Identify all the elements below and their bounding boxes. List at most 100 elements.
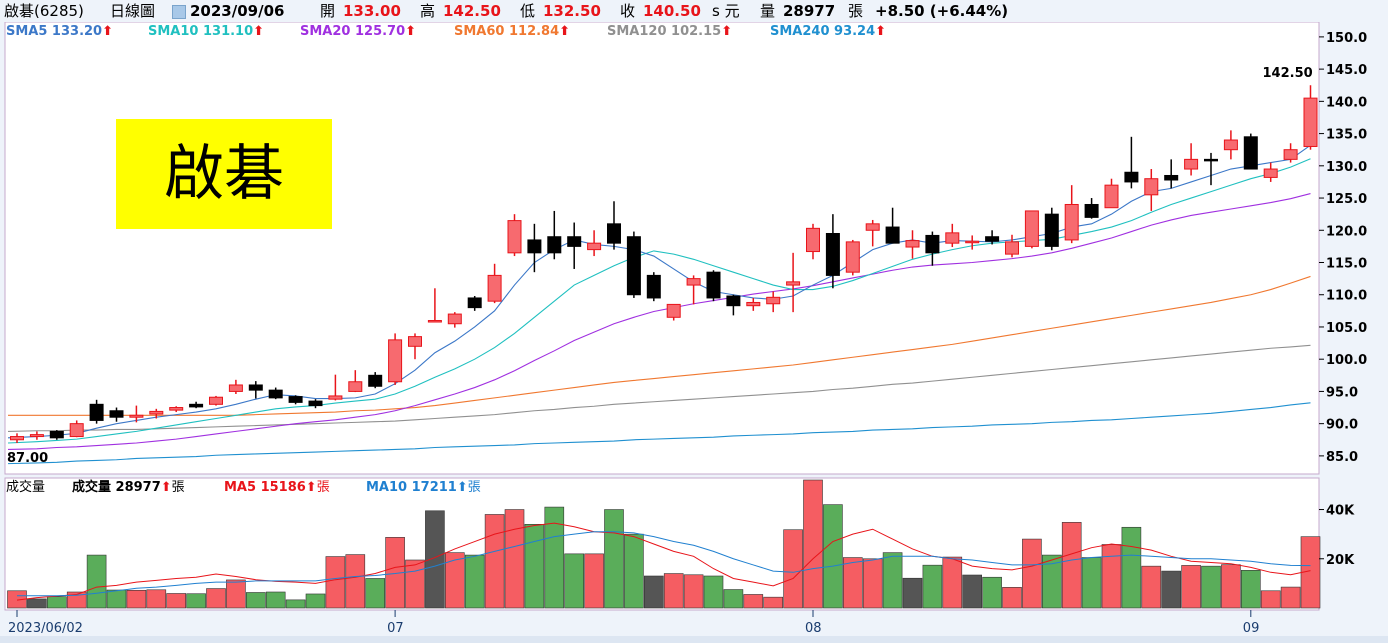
candle-body bbox=[925, 234, 940, 254]
candle-body bbox=[1283, 149, 1298, 160]
x-tick-label: 07 bbox=[387, 621, 404, 636]
volume-bar bbox=[464, 554, 485, 609]
volume-bar bbox=[723, 589, 744, 609]
candle-body bbox=[1204, 158, 1218, 162]
volume-bar bbox=[703, 575, 724, 609]
price-high-label: 142.50 bbox=[1263, 66, 1313, 81]
volume-axis: 20K 40K bbox=[1319, 504, 1355, 568]
volume-bar bbox=[86, 554, 107, 609]
volume-bar bbox=[186, 593, 206, 609]
candle-body bbox=[447, 313, 462, 325]
candles bbox=[10, 85, 1318, 443]
sma5-line bbox=[7, 144, 1311, 439]
close-label: 收 bbox=[620, 2, 636, 20]
volume-legend-unit: 張 bbox=[171, 480, 185, 495]
candle-body bbox=[567, 236, 582, 247]
volume-bar bbox=[345, 554, 366, 609]
volume-ma5-line bbox=[16, 522, 1311, 601]
ma-legend-item: SMA5 133.20⬆ bbox=[6, 22, 113, 42]
ma-legend-text: SMA60 112.84 bbox=[454, 24, 560, 39]
up-arrow-icon: ⬆ bbox=[721, 24, 733, 39]
low-label: 低 bbox=[520, 2, 536, 20]
volume-bar bbox=[325, 556, 346, 609]
ma-legend-item: SMA60 112.84⬆ bbox=[454, 22, 570, 42]
candle-body bbox=[1303, 97, 1318, 147]
volume-bar bbox=[1101, 544, 1122, 609]
candle-body bbox=[248, 384, 263, 391]
price-tick-label: 105.0 bbox=[1326, 321, 1367, 336]
volume-bar bbox=[962, 574, 983, 609]
ma-legend-text: SMA240 93.24 bbox=[770, 24, 876, 39]
candle-body bbox=[706, 271, 721, 299]
volume-bar bbox=[922, 564, 943, 609]
candle-body bbox=[686, 278, 701, 286]
volume-bar bbox=[1221, 564, 1241, 609]
price-tick-label: 90.0 bbox=[1326, 418, 1358, 433]
candle-body bbox=[607, 223, 621, 244]
close-value: 140.50 bbox=[643, 2, 701, 20]
price-tick-label: 100.0 bbox=[1326, 353, 1367, 368]
volume-legend: 成交量 成交量 28977⬆張 MA5 15186⬆張 MA10 17211⬆張 bbox=[0, 478, 1320, 498]
candle-body bbox=[646, 274, 661, 299]
volume-bar bbox=[842, 557, 863, 609]
high-label: 高 bbox=[420, 2, 436, 20]
ma-legend-item: SMA240 93.24⬆ bbox=[770, 22, 886, 42]
candle-body bbox=[726, 295, 741, 307]
candle-body bbox=[547, 236, 562, 254]
volume-bar bbox=[1141, 565, 1162, 609]
volume-bar bbox=[27, 598, 47, 609]
volume-bar bbox=[564, 553, 585, 609]
candle-body bbox=[1164, 174, 1179, 181]
volume-bar bbox=[1280, 586, 1301, 609]
candle-body bbox=[766, 296, 781, 305]
period-dropdown-icon[interactable] bbox=[172, 5, 186, 19]
volume-bar bbox=[444, 552, 465, 609]
price-tick-label: 85.0 bbox=[1326, 450, 1358, 465]
footer-toolbar bbox=[0, 636, 1388, 643]
candle-body bbox=[626, 236, 641, 296]
volume-bar bbox=[544, 506, 565, 609]
candle-body bbox=[109, 410, 124, 418]
volume-tick-label: 40K bbox=[1326, 504, 1355, 519]
candle-body bbox=[746, 301, 761, 307]
volume-bar bbox=[942, 556, 963, 609]
candle-body bbox=[348, 381, 363, 392]
ma-legend-text: SMA120 102.15 bbox=[607, 24, 722, 39]
volume-bar bbox=[524, 524, 545, 609]
price-tick-label: 125.0 bbox=[1326, 192, 1367, 207]
volume-bar bbox=[763, 596, 784, 609]
up-arrow-icon: ⬆ bbox=[102, 24, 114, 39]
candle-body bbox=[129, 414, 144, 418]
volume-label: 量 bbox=[760, 2, 776, 20]
candle-body bbox=[487, 274, 502, 302]
period-label[interactable]: 日線圖 bbox=[110, 2, 156, 20]
ma-legend-text: SMA5 133.20 bbox=[6, 24, 103, 39]
up-arrow-icon: ⬆ bbox=[160, 480, 172, 495]
candle-body bbox=[965, 240, 980, 244]
volume-bar bbox=[982, 576, 1002, 609]
quote-date: 2023/09/06 bbox=[190, 2, 285, 20]
volume-ma10-line bbox=[17, 531, 1311, 597]
ma-legend-item: SMA120 102.15⬆ bbox=[607, 22, 732, 42]
candle-body bbox=[507, 220, 522, 254]
volume-bar bbox=[882, 552, 903, 609]
candle-body bbox=[189, 403, 204, 408]
volume-ma10-text: MA10 17211 bbox=[366, 480, 457, 495]
up-arrow-icon: ⬆ bbox=[456, 480, 468, 495]
sma120-line bbox=[7, 344, 1311, 432]
volume-legend-value-text: 成交量 28977 bbox=[72, 480, 161, 495]
candle-body bbox=[666, 303, 681, 318]
up-arrow-icon: ⬆ bbox=[253, 24, 265, 39]
volume-ma-lines bbox=[16, 522, 1311, 601]
quote-header: 啟碁(6285) 日線圖 2023/09/06 開 133.00 高 142.5… bbox=[0, 0, 1388, 22]
ma-legend-text: SMA10 131.10 bbox=[148, 24, 254, 39]
sma240-line bbox=[7, 402, 1311, 465]
price-tick-label: 130.0 bbox=[1326, 160, 1367, 175]
volume-bar bbox=[1201, 565, 1221, 609]
volume-bar bbox=[1241, 570, 1261, 609]
sma20-line bbox=[7, 192, 1311, 450]
volume-bar bbox=[1081, 557, 1102, 609]
candle-body bbox=[29, 434, 44, 438]
volume-bar bbox=[1181, 565, 1201, 609]
price-axis: 85.0 90.0 95.0 100.0 105.0 110.0 115.0 120.0 125… bbox=[1319, 31, 1367, 465]
